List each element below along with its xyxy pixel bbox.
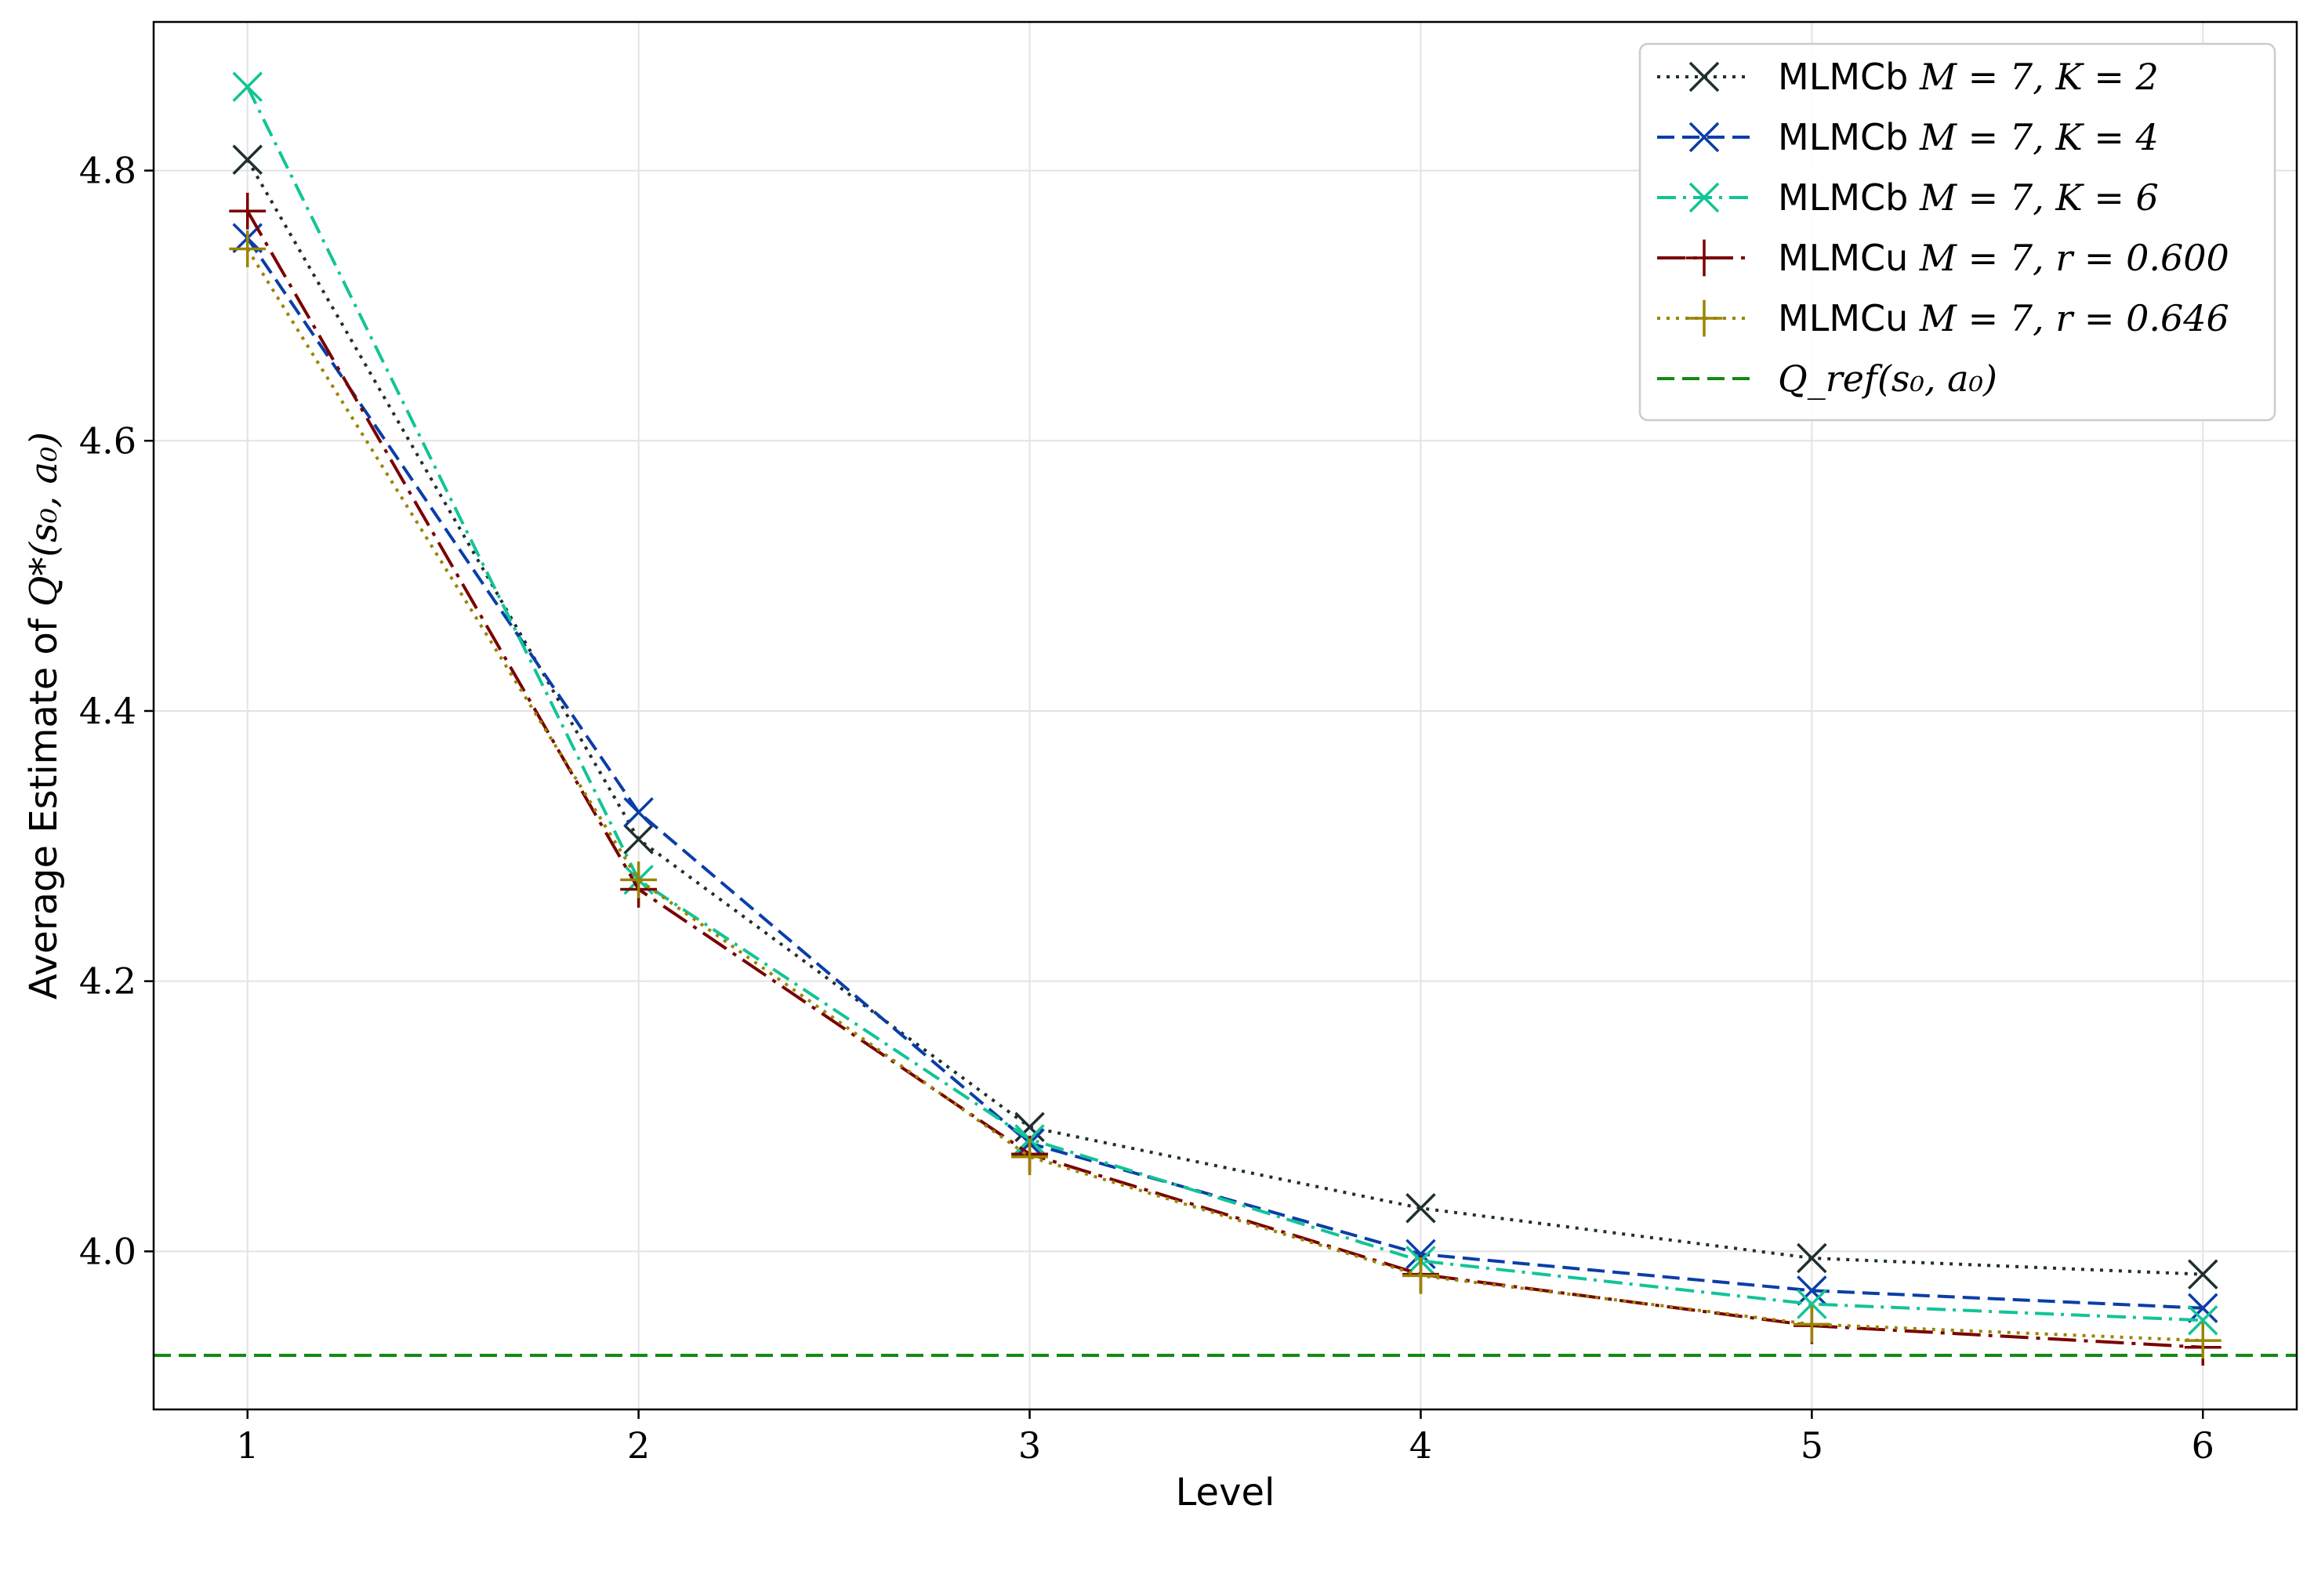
legend-marker [1688, 182, 1720, 213]
legend-label: MLMCb M = 7, K = 6 [1778, 176, 2159, 219]
y-tick-label: 4.8 [79, 150, 136, 192]
legend-label-math: M = 7, K = 6 [1919, 176, 2159, 219]
legend-label-math: M = 7, r = 0.646 [1919, 297, 2229, 339]
data-point [1797, 1242, 1827, 1274]
data-point [229, 230, 267, 267]
x-tick-label: 2 [627, 1424, 650, 1467]
legend-item: MLMCb M = 7, K = 6 [1657, 176, 2159, 219]
legend-item: Q_ref(s₀, a₀) [1657, 357, 1997, 400]
legend-label-text: MLMCb [1778, 56, 1920, 98]
series-line [246, 248, 2203, 1343]
data-point [232, 71, 263, 102]
x-axis-title: Level [1176, 1471, 1275, 1514]
series-5 [229, 230, 2222, 1359]
legend-item: MLMCb M = 7, K = 4 [1657, 116, 2159, 158]
legend-label-text: MLMCu [1778, 237, 1920, 279]
data-point [229, 192, 267, 230]
x-tick-label: 1 [236, 1424, 259, 1467]
data-point [1797, 1289, 1827, 1319]
legend-item: MLMCu M = 7, r = 0.646 [1657, 297, 2229, 339]
y-tick-label: 4.4 [79, 690, 136, 732]
data-point [1797, 1275, 1827, 1306]
data-point [623, 796, 654, 828]
y-axis-title-text: Average Estimate of [22, 607, 66, 999]
legend-marker [1688, 61, 1720, 92]
legend-item: MLMCb M = 7, K = 2 [1657, 56, 2159, 98]
legend-label: Q_ref(s₀, a₀) [1778, 357, 1997, 400]
y-tick-label: 4.0 [79, 1230, 136, 1272]
x-tick-label: 6 [2192, 1424, 2214, 1467]
series-line [246, 210, 2203, 1349]
x-tick-label: 4 [1409, 1424, 1432, 1467]
series-1 [232, 144, 2218, 1289]
data-point [2188, 1305, 2218, 1336]
data-point [2184, 1322, 2222, 1359]
data-point [1011, 1138, 1048, 1176]
legend-marker [1685, 239, 1723, 277]
legend-label: MLMCb M = 7, K = 4 [1778, 116, 2159, 158]
legend-box [1638, 42, 2276, 422]
legend-label-math: M = 7, r = 0.600 [1919, 237, 2229, 279]
data-point [1405, 1192, 1436, 1224]
legend-item: MLMCu M = 7, r = 0.600 [1657, 237, 2229, 279]
y-tick-label: 4.6 [79, 419, 136, 462]
series-layer [229, 71, 2222, 1366]
legend-label-text: MLMCb [1778, 116, 1920, 158]
data-point [620, 861, 658, 898]
legend-label: MLMCu M = 7, r = 0.646 [1778, 297, 2229, 339]
x-tick-label: 5 [1801, 1424, 1823, 1467]
axis-ticks: 1 2 3 4 5 6 4.0 4.2 4.4 4.6 4.8 [79, 150, 2214, 1467]
data-point [623, 824, 654, 854]
series-line [245, 85, 2203, 1322]
plot-area-frame [152, 20, 2298, 1411]
data-point [2188, 1293, 2218, 1323]
x-tick-label: 3 [1018, 1424, 1041, 1467]
legend-label-math: M = 7, K = 2 [1919, 56, 2159, 98]
legend-label-text: MLMCb [1778, 176, 1920, 219]
series-line [246, 158, 2203, 1276]
legend-label-math: M = 7, K = 4 [1919, 116, 2159, 158]
y-axis-title-math: Q*(s₀, a₀) [22, 432, 66, 607]
legend-marker [1685, 299, 1723, 337]
legend-label-text: MLMCu [1778, 297, 1920, 339]
data-point [1405, 1239, 1436, 1270]
legend-label: MLMCb M = 7, K = 2 [1778, 56, 2159, 98]
data-point [232, 144, 263, 176]
legend-label-math: Q_ref(s₀, a₀) [1778, 357, 1997, 400]
legend-label: MLMCu M = 7, r = 0.600 [1778, 237, 2229, 279]
data-point [2188, 1259, 2218, 1289]
legend-marker [1688, 122, 1720, 153]
data-point [1402, 1257, 1439, 1294]
y-tick-label: 4.2 [79, 960, 136, 1003]
y-axis-title: Average Estimate of Q*(s₀, a₀) [22, 432, 66, 999]
data-point [1793, 1306, 1830, 1343]
